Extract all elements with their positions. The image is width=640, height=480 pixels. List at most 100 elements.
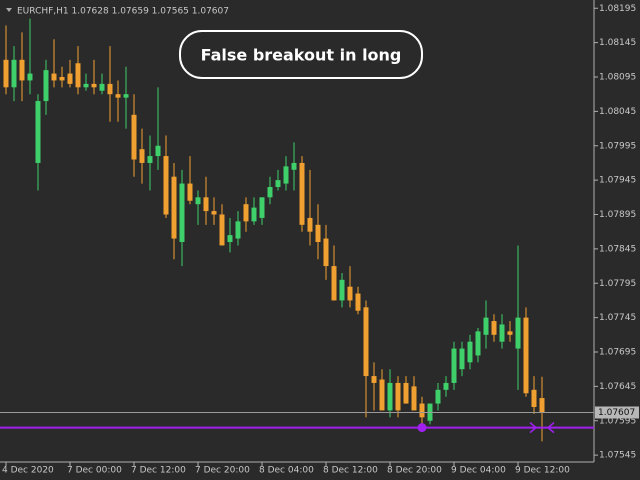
x-tick-label: 9 Dec 04:00 xyxy=(451,466,506,476)
candle-body xyxy=(275,180,281,187)
y-tick-label: 1.07695 xyxy=(599,348,636,358)
candle-body xyxy=(235,221,241,239)
y-tick-label: 1.07545 xyxy=(599,451,636,461)
y-tick-label: 1.08195 xyxy=(599,4,636,14)
candle-body xyxy=(219,214,225,246)
current-price-label: 1.07607 xyxy=(598,408,635,418)
annotation-box xyxy=(179,30,423,79)
y-tick-label: 1.07595 xyxy=(599,416,636,426)
x-tick-label: 4 Dec 2020 xyxy=(2,466,54,476)
candle-body xyxy=(371,376,377,383)
candle-body xyxy=(211,211,217,215)
chart-title: EURCHF,H1 1.07628 1.07659 1.07565 1.0760… xyxy=(17,7,229,17)
candle-body xyxy=(299,162,305,225)
candle-body xyxy=(499,324,505,342)
y-tick-label: 1.07795 xyxy=(599,279,636,289)
y-tick-label: 1.07995 xyxy=(599,141,636,151)
candle-body xyxy=(283,166,289,184)
x-tick-label: 8 Dec 20:00 xyxy=(387,466,442,476)
candle-body xyxy=(11,59,17,88)
candle-body xyxy=(51,73,57,81)
candle-body xyxy=(315,224,321,242)
x-tick-label: 7 Dec 12:00 xyxy=(131,466,186,476)
level-arrow xyxy=(546,422,555,434)
candle-body xyxy=(19,59,25,81)
candle-body xyxy=(75,63,81,88)
x-tick-label: 8 Dec 12:00 xyxy=(323,466,378,476)
candle-body xyxy=(355,293,361,311)
candle-body xyxy=(395,382,401,411)
candle-body xyxy=(491,321,497,335)
candle-body xyxy=(339,279,345,301)
candle-body xyxy=(443,382,449,390)
candle-body xyxy=(451,348,457,383)
y-tick-label: 1.08145 xyxy=(599,38,636,48)
candle-body xyxy=(59,77,65,81)
candle-body xyxy=(67,73,73,84)
candle-body xyxy=(291,162,297,170)
x-tick-label: 7 Dec 00:00 xyxy=(67,466,122,476)
candle-body xyxy=(475,331,481,356)
x-tick-label: 9 Dec 12:00 xyxy=(515,466,570,476)
candle-body xyxy=(195,197,201,205)
candle-body xyxy=(43,70,49,102)
candle-body xyxy=(379,379,385,411)
candle-body xyxy=(115,94,121,98)
y-tick-label: 1.08045 xyxy=(599,107,636,117)
y-tick-label: 1.07745 xyxy=(599,313,636,323)
candle-body xyxy=(91,83,97,88)
candle-body xyxy=(467,341,473,363)
candle-body xyxy=(531,389,537,407)
candle-body xyxy=(515,317,521,349)
candle-body xyxy=(35,101,41,163)
candle-body xyxy=(347,286,353,301)
candle-body xyxy=(179,183,185,242)
candle-body xyxy=(539,398,545,413)
y-tick-label: 1.07845 xyxy=(599,244,636,254)
level-marker xyxy=(417,423,427,433)
candle-body xyxy=(483,317,489,335)
current-price-box xyxy=(595,406,639,419)
candle-body xyxy=(147,156,153,163)
candle-body xyxy=(123,94,129,98)
candle-body xyxy=(419,403,425,418)
candle-body xyxy=(83,83,89,88)
x-tick-label: 7 Dec 20:00 xyxy=(195,466,250,476)
y-tick-label: 1.08095 xyxy=(599,73,636,83)
menu-arrow xyxy=(6,8,12,12)
x-tick-label: 8 Dec 04:00 xyxy=(259,466,314,476)
candle-body xyxy=(203,197,209,212)
candle-body xyxy=(307,217,313,232)
candle-body xyxy=(435,389,441,404)
candle-body xyxy=(387,382,393,411)
candle-body xyxy=(267,187,273,198)
candle-body xyxy=(331,266,337,301)
y-tick-label: 1.07895 xyxy=(599,210,636,220)
candle-body xyxy=(243,204,249,222)
candle-body xyxy=(139,149,145,163)
candle-body xyxy=(259,197,265,218)
candle-body xyxy=(163,156,169,215)
y-tick-label: 1.07645 xyxy=(599,382,636,392)
candle-body xyxy=(507,331,513,335)
candle-body xyxy=(411,386,417,411)
candle-body xyxy=(323,238,329,267)
level-arrow xyxy=(529,422,538,434)
candle-body xyxy=(251,207,257,222)
plot xyxy=(3,18,545,442)
candle-body xyxy=(363,307,369,377)
candle-body xyxy=(523,317,529,394)
candle-body xyxy=(27,73,33,81)
candle-body xyxy=(99,83,105,91)
annotation: False breakout in long xyxy=(201,46,402,65)
candle-body xyxy=(155,145,161,157)
candle-body xyxy=(459,348,465,370)
candle-body xyxy=(403,382,409,404)
candle-body xyxy=(131,114,137,160)
candle-body xyxy=(187,183,193,201)
candle-body xyxy=(171,176,177,239)
candle-body xyxy=(107,83,113,95)
y-tick-label: 1.07945 xyxy=(599,176,636,186)
candle-body xyxy=(227,235,233,242)
